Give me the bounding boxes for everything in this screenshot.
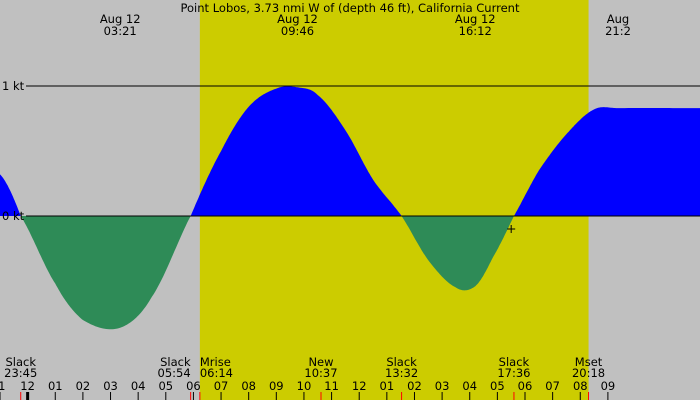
- hour-label-2: 01: [48, 379, 63, 393]
- crosshair-cursor: [507, 225, 516, 233]
- event-time-1: 05:54: [158, 366, 191, 380]
- event-name-3: New: [308, 355, 333, 369]
- hour-label-20: 07: [545, 379, 560, 393]
- event-name-2: Mrise: [200, 355, 231, 369]
- y-tick-labels: 1 kt 0 kt: [2, 79, 25, 223]
- event-name-4: Slack: [386, 355, 417, 369]
- hour-label-8: 07: [214, 379, 229, 393]
- hour-label-12: 11: [324, 379, 339, 393]
- hour-label-17: 04: [462, 379, 477, 393]
- hour-label-11: 10: [297, 379, 312, 393]
- extremum-date-3: Aug: [607, 12, 629, 26]
- current-series: [0, 86, 700, 330]
- ebb-area-1: [20, 216, 191, 330]
- hour-label-3: 02: [76, 379, 91, 393]
- extremum-date-0: Aug 12: [100, 12, 141, 26]
- hour-label-9: 08: [241, 379, 256, 393]
- event-name-6: Mset: [575, 355, 603, 369]
- hour-label-0: .1: [0, 379, 5, 393]
- reference-lines: [26, 85, 700, 217]
- hour-label-5: 04: [131, 379, 146, 393]
- event-name-5: Slack: [499, 355, 530, 369]
- chart-title: Point Lobos, 3.73 nmi W of (depth 46 ft)…: [181, 1, 520, 15]
- event-time-3: 10:37: [304, 366, 337, 380]
- event-name-0: Slack: [5, 355, 36, 369]
- hour-label-15: 02: [407, 379, 422, 393]
- hour-label-14: 01: [380, 379, 395, 393]
- y-tick-label-1: 0 kt: [2, 209, 25, 223]
- event-time-6: 20:18: [572, 366, 605, 380]
- hour-label-4: 03: [103, 379, 118, 393]
- event-time-5: 17:36: [497, 366, 530, 380]
- hour-axis: .1 12 01 02 03 04 05 06 07 08 09 10 11 12 01 02 03 04 05 06…: [0, 379, 615, 400]
- extremum-time-1: 09:46: [281, 24, 314, 38]
- ebb-area-3: [401, 216, 514, 291]
- extremum-date-2: Aug 12: [455, 12, 496, 26]
- event-time-4: 13:32: [385, 366, 418, 380]
- hour-label-22: 09: [601, 379, 616, 393]
- flood-area-4: [513, 107, 700, 216]
- hour-label-6: 05: [158, 379, 173, 393]
- extremum-time-3: 21:2: [605, 24, 631, 38]
- flood-area-2: [190, 86, 402, 216]
- hour-label-1: 12: [20, 379, 35, 393]
- event-time-0: 23:45: [4, 366, 37, 380]
- hour-label-7: 06: [186, 379, 201, 393]
- extremum-time-2: 16:12: [459, 24, 492, 38]
- extremum-time-0: 03:21: [104, 24, 137, 38]
- flood-area-0: [0, 174, 21, 216]
- event-time-2: 06:14: [200, 366, 233, 380]
- event-name-1: Slack: [160, 355, 191, 369]
- extremum-date-1: Aug 12: [277, 12, 318, 26]
- y-tick-label-0: 1 kt: [2, 79, 25, 93]
- hour-label-16: 03: [435, 379, 450, 393]
- hour-label-21: 08: [573, 379, 588, 393]
- event-labels: Slack23:45Slack05:54Mrise06:14New10:37Sl…: [4, 355, 605, 400]
- hour-label-10: 09: [269, 379, 284, 393]
- hour-label-13: 12: [352, 379, 367, 393]
- hour-label-19: 06: [518, 379, 533, 393]
- hour-label-18: 05: [490, 379, 505, 393]
